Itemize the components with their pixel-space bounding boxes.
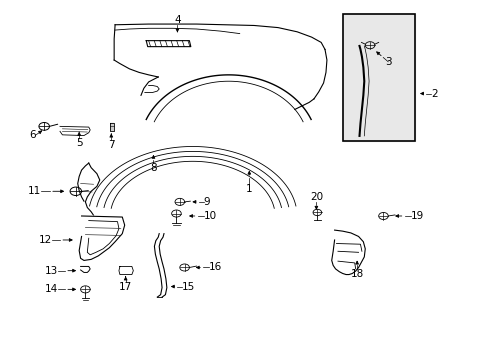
Text: 14: 14 [44,284,58,294]
Text: 8: 8 [150,163,157,173]
Text: 10: 10 [203,211,217,221]
Text: 15: 15 [182,282,195,292]
Text: 2: 2 [430,89,437,99]
Text: 6: 6 [29,130,36,140]
Text: 17: 17 [119,282,132,292]
Polygon shape [60,126,90,136]
Text: 7: 7 [108,140,114,150]
Text: 4: 4 [174,15,181,25]
Polygon shape [79,216,124,260]
Text: 11: 11 [27,186,41,196]
Text: 1: 1 [245,184,252,194]
Text: 12: 12 [39,235,52,245]
Text: 20: 20 [309,192,322,202]
Polygon shape [342,14,414,141]
Polygon shape [331,230,365,275]
Text: 18: 18 [350,269,363,279]
Text: 13: 13 [44,266,58,276]
Bar [342,14,414,141]
Text: 19: 19 [410,211,424,221]
Polygon shape [110,123,114,131]
Polygon shape [81,266,90,273]
Text: 3: 3 [384,57,391,67]
Text: 5: 5 [76,138,82,148]
Text: 16: 16 [208,262,222,273]
Polygon shape [146,41,190,47]
Polygon shape [119,266,133,275]
Text: 9: 9 [203,197,210,207]
